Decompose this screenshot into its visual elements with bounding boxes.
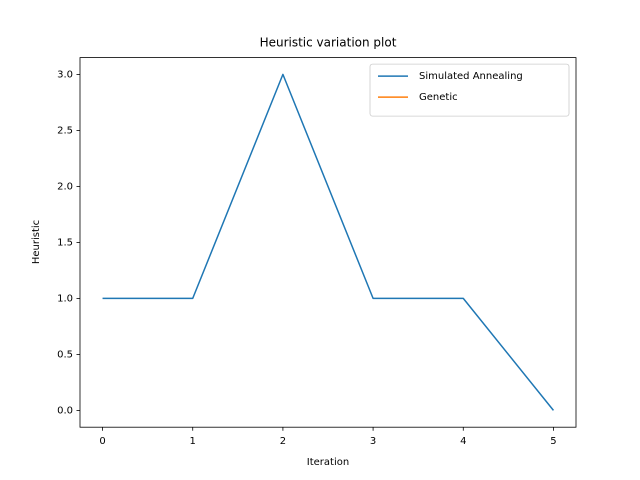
y-tick-label: 2.0: [57, 181, 73, 192]
x-tick-label: 3: [370, 436, 376, 447]
x-tick-label: 5: [550, 436, 556, 447]
legend-box: [369, 63, 570, 117]
y-tick-label: 1.5: [57, 237, 73, 248]
x-tick-label: 2: [280, 436, 286, 447]
axes-frame: [79, 57, 577, 428]
x-axis-label: Iteration: [307, 457, 349, 468]
y-axis-label: Heuristic: [31, 220, 42, 264]
legend-label: Simulated Annealing: [419, 71, 523, 82]
y-tick-label: 2.5: [57, 125, 73, 136]
x-tick-label: 4: [460, 436, 466, 447]
y-tick-label: 1.0: [57, 293, 73, 304]
x-tick-label: 1: [190, 436, 196, 447]
y-tick-label: 0.5: [57, 349, 73, 360]
y-tick-label: 0.0: [57, 405, 73, 416]
series-line: [102, 73, 555, 411]
y-tick-label: 3.0: [57, 69, 73, 80]
legend-label: Genetic: [419, 92, 458, 103]
chart-title: Heuristic variation plot: [260, 36, 397, 50]
x-tick-label: 0: [99, 436, 105, 447]
